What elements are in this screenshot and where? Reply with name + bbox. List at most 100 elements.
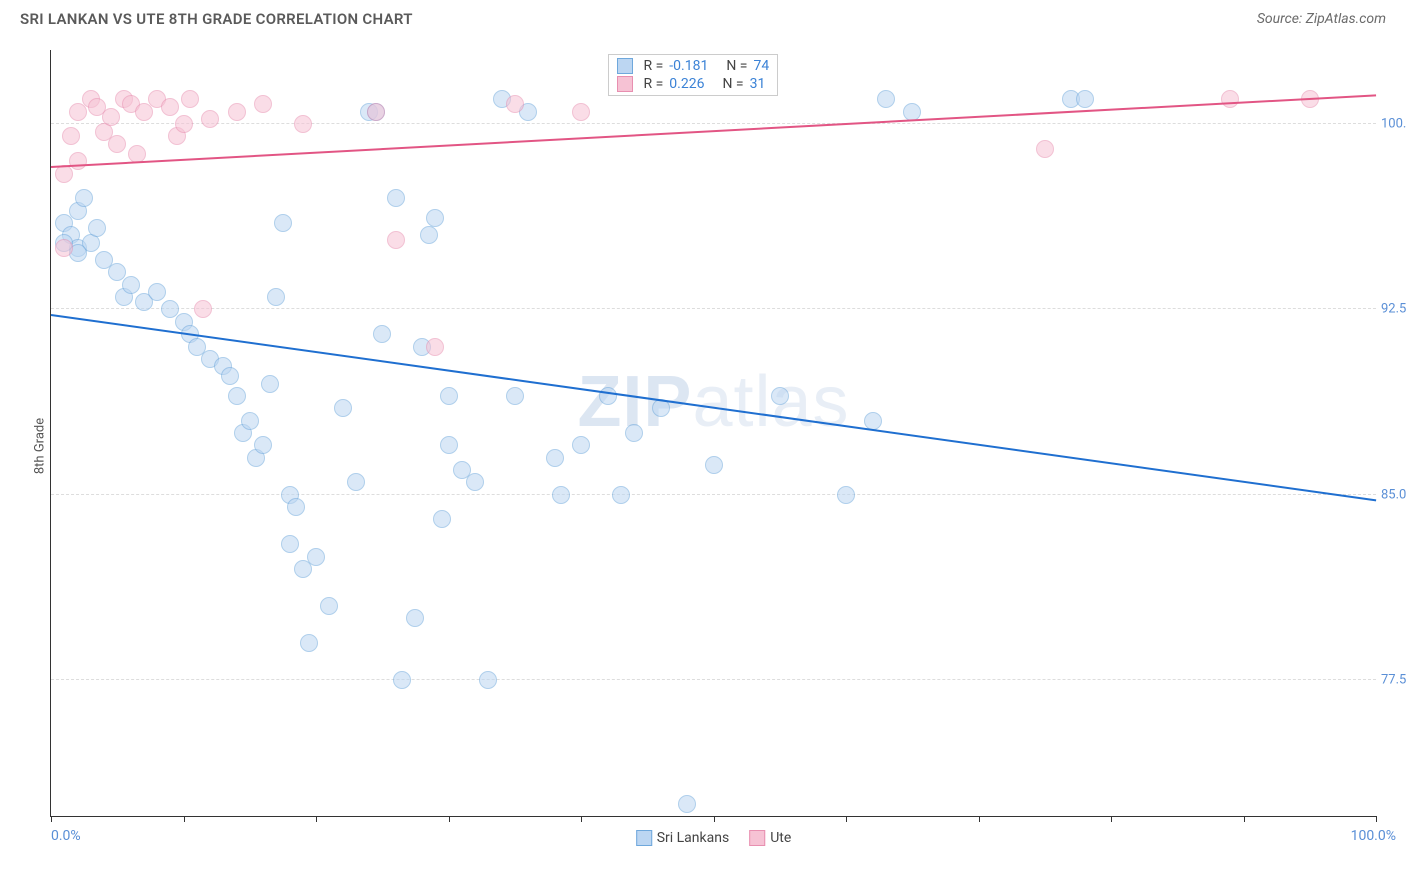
data-point — [69, 152, 87, 170]
swatch-ute-icon — [617, 76, 633, 92]
data-point — [161, 98, 179, 116]
data-point — [62, 127, 80, 145]
data-point — [274, 214, 292, 232]
stats-row-sri: R = -0.181 N = 74 — [609, 57, 778, 75]
data-point — [572, 436, 590, 454]
scatter-chart: ZIPatlas R = -0.181 N = 74 R = 0.226 N =… — [50, 50, 1376, 817]
data-point — [228, 387, 246, 405]
data-point — [261, 375, 279, 393]
data-point — [393, 671, 411, 689]
data-point — [466, 473, 484, 491]
data-point — [546, 449, 564, 467]
data-point — [420, 226, 438, 244]
data-point — [241, 412, 259, 430]
data-point — [705, 456, 723, 474]
y-tick-label: 100.0% — [1381, 117, 1406, 132]
x-tick — [1244, 816, 1245, 822]
data-point — [102, 108, 120, 126]
legend-item-sri: Sri Lankans — [636, 830, 730, 846]
x-tick — [1111, 816, 1112, 822]
y-tick-label: 92.5% — [1381, 302, 1406, 317]
r-label: R = — [644, 58, 664, 74]
data-point — [347, 473, 365, 491]
data-point — [294, 115, 312, 133]
data-point — [148, 283, 166, 301]
r-value-ute: 0.226 — [669, 76, 704, 92]
gridline — [51, 123, 1376, 124]
legend-label-ute: Ute — [770, 830, 791, 846]
data-point — [877, 90, 895, 108]
data-point — [426, 338, 444, 356]
swatch-sri-icon — [617, 58, 633, 74]
r-value-sri: -0.181 — [669, 58, 708, 74]
x-tick — [449, 816, 450, 822]
watermark: ZIPatlas — [577, 361, 849, 443]
data-point — [426, 209, 444, 227]
data-point — [108, 135, 126, 153]
data-point — [678, 795, 696, 813]
legend-label-sri: Sri Lankans — [657, 830, 730, 846]
data-point — [254, 95, 272, 113]
x-tick — [316, 816, 317, 822]
y-axis-label: 8th Grade — [33, 418, 48, 474]
data-point — [1036, 140, 1054, 158]
data-point — [122, 276, 140, 294]
data-point — [440, 387, 458, 405]
data-point — [612, 486, 630, 504]
gridline — [51, 679, 1376, 680]
data-point — [387, 189, 405, 207]
data-point — [440, 436, 458, 454]
data-point — [88, 219, 106, 237]
chart-source: Source: ZipAtlas.com — [1257, 11, 1386, 27]
data-point — [194, 300, 212, 318]
data-point — [175, 115, 193, 133]
data-point — [221, 367, 239, 385]
data-point — [320, 597, 338, 615]
swatch-ute-icon — [749, 830, 765, 846]
data-point — [254, 436, 272, 454]
gridline — [51, 308, 1376, 309]
trend-line — [51, 94, 1376, 168]
data-point — [334, 399, 352, 417]
swatch-sri-icon — [636, 830, 652, 846]
data-point — [281, 535, 299, 553]
data-point — [433, 510, 451, 528]
x-tick — [184, 816, 185, 822]
x-tick — [846, 816, 847, 822]
data-point — [599, 387, 617, 405]
data-point — [287, 498, 305, 516]
data-point — [75, 189, 93, 207]
gridline — [51, 494, 1376, 495]
data-point — [300, 634, 318, 652]
x-tick — [581, 816, 582, 822]
data-point — [387, 231, 405, 249]
data-point — [572, 103, 590, 121]
data-point — [55, 239, 73, 257]
data-point — [479, 671, 497, 689]
legend-item-ute: Ute — [749, 830, 791, 846]
data-point — [506, 387, 524, 405]
data-point — [267, 288, 285, 306]
x-max-label: 100.0% — [1351, 828, 1396, 844]
n-label: N = — [726, 58, 747, 74]
data-point — [373, 325, 391, 343]
data-point — [1076, 90, 1094, 108]
y-tick-label: 85.0% — [1381, 487, 1406, 502]
data-point — [864, 412, 882, 430]
chart-title: SRI LANKAN VS UTE 8TH GRADE CORRELATION … — [20, 10, 413, 28]
data-point — [406, 609, 424, 627]
data-point — [771, 387, 789, 405]
data-point — [367, 103, 385, 121]
n-value-sri: 74 — [754, 58, 770, 74]
data-point — [506, 95, 524, 113]
legend: Sri Lankans Ute — [636, 830, 792, 846]
n-label: N = — [722, 76, 743, 92]
x-tick — [979, 816, 980, 822]
data-point — [307, 548, 325, 566]
data-point — [837, 486, 855, 504]
data-point — [201, 110, 219, 128]
x-tick — [51, 816, 52, 822]
data-point — [1221, 90, 1239, 108]
x-tick — [714, 816, 715, 822]
r-label: R = — [644, 76, 664, 92]
